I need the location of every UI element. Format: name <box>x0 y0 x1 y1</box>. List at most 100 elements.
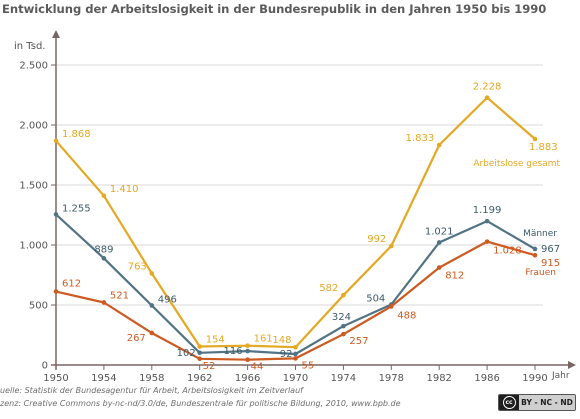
label-layer: 1.868 1.410 763 154 161 148 582 992 1.833 2.228 1.… <box>62 82 560 373</box>
data-label-frauen: 521 <box>110 290 129 301</box>
legend-label-gesamt: Arbeitslose gesamt <box>473 159 560 169</box>
data-label-gesamt: 1.833 <box>406 133 435 144</box>
license-badge[interactable]: cc BY - NC - ND <box>498 394 576 411</box>
x-tick-label: 1982 <box>426 373 451 384</box>
y-axis-label: in Tsd. <box>14 41 45 52</box>
data-point-frauen <box>484 239 490 244</box>
data-point-frauen <box>149 330 155 336</box>
y-tick-label: 2.000 <box>19 121 48 132</box>
data-label-gesamt: 161 <box>254 334 273 345</box>
data-label-frauen: 1.028 <box>493 246 522 257</box>
x-axis-label: Jahr <box>551 371 570 381</box>
data-label-gesamt: 154 <box>206 335 225 346</box>
data-point-gesamt <box>293 344 298 350</box>
data-label-maenner: 116 <box>224 346 243 357</box>
data-point-gesamt <box>484 95 490 100</box>
data-point-maenner <box>245 348 250 354</box>
data-label-gesamt: 992 <box>367 234 386 245</box>
grid-layer <box>56 64 543 306</box>
data-point-gesamt <box>149 271 155 276</box>
data-label-frauen: 812 <box>445 271 464 282</box>
x-tick-label: 1970 <box>283 373 308 384</box>
data-label-maenner: 496 <box>158 294 177 305</box>
y-tick-label: 0 <box>42 361 48 372</box>
data-label-maenner: 102 <box>177 348 196 359</box>
cc-icon: cc <box>499 395 519 410</box>
data-label-maenner: 504 <box>366 294 385 305</box>
data-point-frauen <box>245 357 250 363</box>
series-layer <box>53 95 538 363</box>
license-note: zenz: Creative Commons by-nc-nd/3.0/de, … <box>0 399 401 408</box>
data-label-gesamt: 763 <box>128 261 147 272</box>
data-point-frauen <box>53 289 59 294</box>
data-label-gesamt: 1.868 <box>62 129 91 140</box>
y-tick-label: 500 <box>29 301 48 312</box>
x-tick-label: 1962 <box>187 373 212 384</box>
x-tick-label: 1978 <box>379 373 404 384</box>
x-tick-label: 1974 <box>331 373 356 384</box>
data-point-gesamt <box>341 292 346 298</box>
data-label-gesamt: 2.228 <box>473 82 502 93</box>
data-point-gesamt <box>101 193 107 199</box>
data-label-gesamt: 1.410 <box>110 184 139 195</box>
data-label-frauen: 44 <box>251 362 264 373</box>
data-point-maenner <box>293 351 298 357</box>
data-label-maenner: 324 <box>332 312 351 323</box>
x-tick-label: 1966 <box>235 373 260 384</box>
data-label-gesamt: 582 <box>319 283 338 294</box>
data-label-frauen: 257 <box>349 336 368 347</box>
data-label-maenner: 1.021 <box>425 226 454 237</box>
data-point-frauen <box>101 300 107 305</box>
data-point-frauen <box>341 331 346 337</box>
data-point-maenner <box>484 218 490 224</box>
data-point-gesamt <box>389 243 394 249</box>
y-tick-label: 1.500 <box>19 181 48 192</box>
data-label-frauen: 915 <box>541 258 560 269</box>
data-point-gesamt <box>245 343 250 348</box>
x-tick-label: 1950 <box>43 373 68 384</box>
data-point-frauen <box>436 265 442 270</box>
x-tick-label: 1958 <box>139 373 164 384</box>
legend-label-maenner: Männer <box>523 229 557 239</box>
data-point-maenner <box>436 240 442 245</box>
y-tick-label: 1.000 <box>19 241 48 252</box>
data-point-maenner <box>149 303 155 308</box>
data-point-gesamt <box>532 136 538 142</box>
data-point-maenner <box>101 256 107 261</box>
data-label-maenner: 92 <box>280 349 293 360</box>
data-point-frauen <box>532 252 538 258</box>
data-label-frauen: 55 <box>302 360 315 371</box>
data-label-gesamt: 1.883 <box>529 142 558 153</box>
data-label-frauen: 612 <box>62 279 81 290</box>
chart-title: Entwicklung der Arbeitslosigkeit in der … <box>2 2 547 16</box>
cc-icon-label: cc <box>502 396 516 409</box>
data-label-maenner: 889 <box>94 244 113 255</box>
source-note: uelle: Statistik der Bundesagentur für A… <box>0 386 303 395</box>
x-axis-arrow <box>568 361 576 369</box>
data-label-frauen: 52 <box>203 361 216 372</box>
data-point-gesamt <box>436 142 442 148</box>
data-point-frauen <box>197 356 202 362</box>
data-label-maenner: 1.255 <box>62 203 91 214</box>
y-axis-arrow <box>52 30 60 38</box>
data-point-maenner <box>197 350 202 356</box>
data-point-frauen <box>293 356 298 361</box>
x-tick-label: 1954 <box>91 373 116 384</box>
legend-label-frauen: Frauen <box>525 268 556 278</box>
data-point-maenner <box>532 246 538 252</box>
x-tick-label: 1990 <box>522 373 547 384</box>
data-label-maenner: 967 <box>541 244 560 255</box>
y-tick-label: 2.500 <box>19 61 48 72</box>
data-point-maenner <box>53 212 59 217</box>
data-label-maenner: 1.199 <box>473 205 502 216</box>
data-point-gesamt <box>53 138 59 144</box>
data-label-frauen: 488 <box>397 310 416 321</box>
data-point-gesamt <box>197 344 202 349</box>
data-point-maenner <box>341 323 346 329</box>
x-tick-label: 1986 <box>474 373 499 384</box>
data-label-frauen: 267 <box>127 333 146 344</box>
data-label-gesamt: 148 <box>272 335 291 346</box>
data-point-frauen <box>389 304 394 309</box>
